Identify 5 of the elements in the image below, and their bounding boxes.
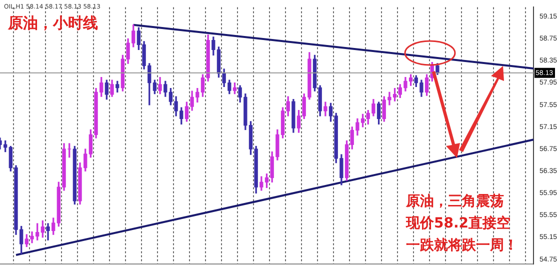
annotation: 原油，三角震荡 xyxy=(405,194,504,210)
annotation: 现价58.2直接空 xyxy=(405,214,511,232)
annotation: 原油，小时线 xyxy=(7,14,98,32)
annotation: 一跌就将跌一周！ xyxy=(406,238,518,254)
candlestick xyxy=(46,223,50,240)
